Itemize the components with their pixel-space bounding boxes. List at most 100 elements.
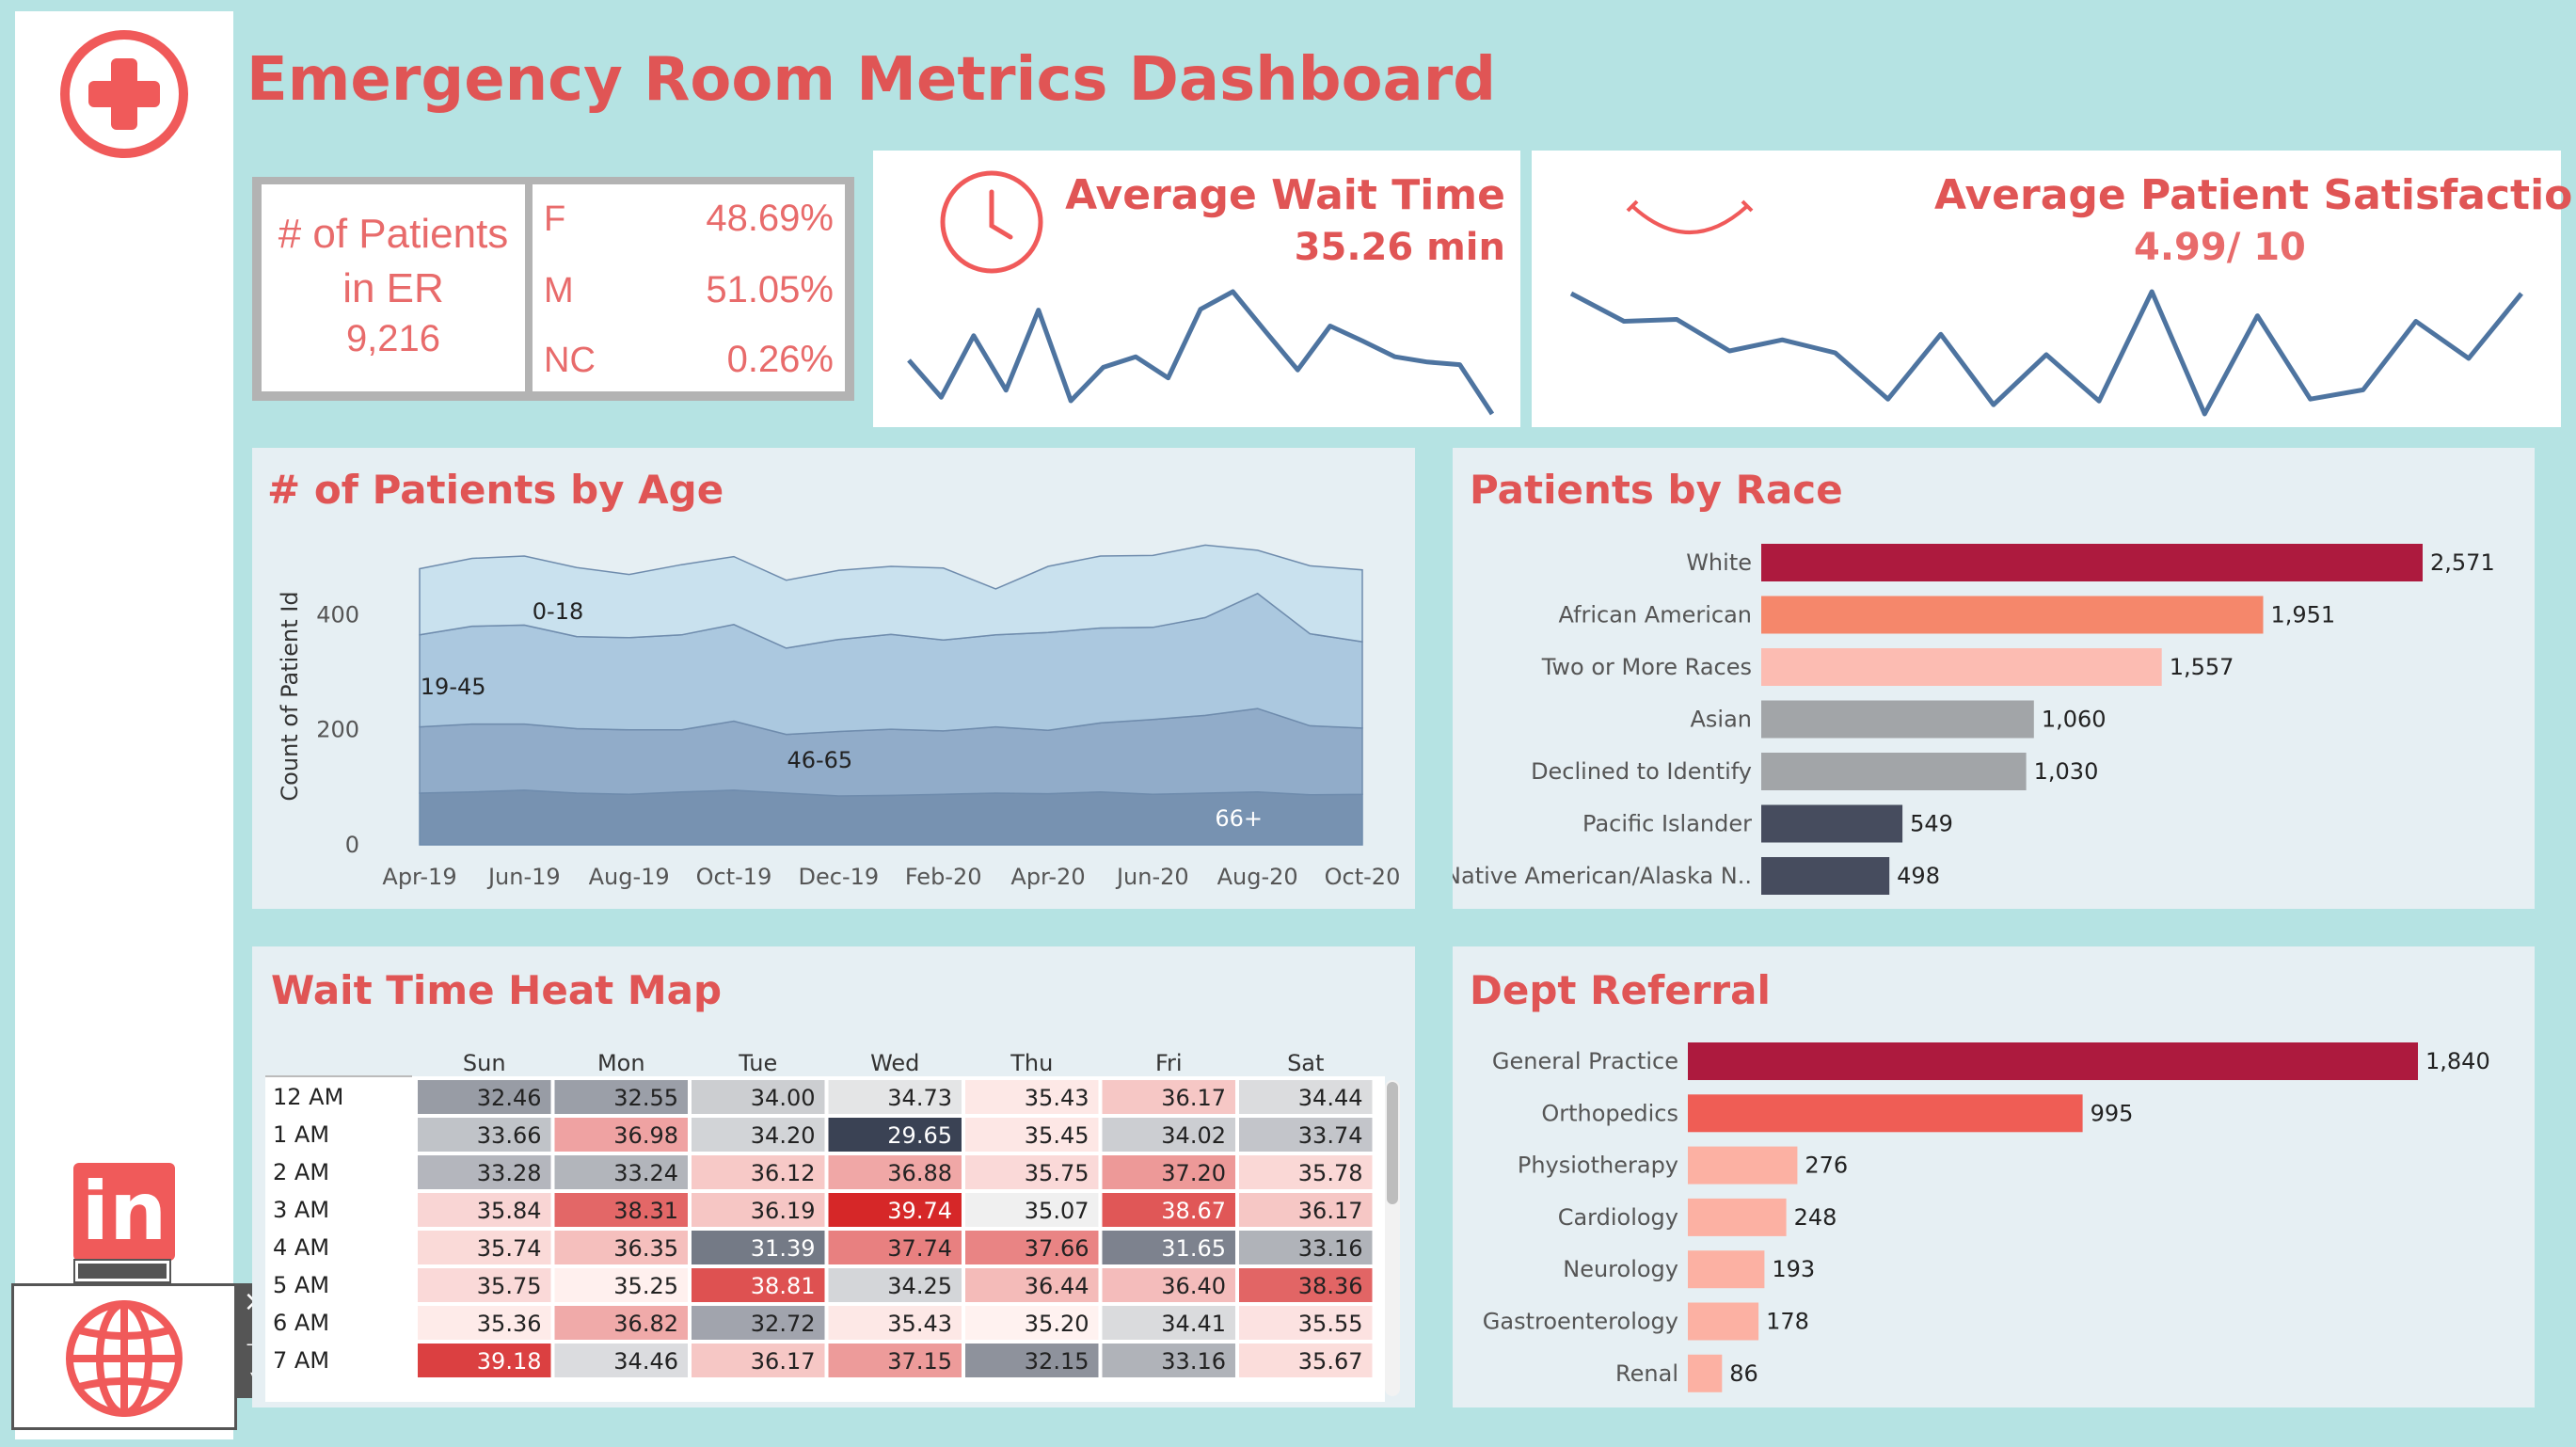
- age-x-tick: Apr-20: [1010, 864, 1085, 890]
- heatmap-cell: [965, 1231, 1099, 1264]
- heatmap-cell-value: 39.74: [887, 1198, 952, 1224]
- age-x-tick: Dec-19: [799, 864, 880, 890]
- heatmap-cell: [965, 1155, 1099, 1189]
- heatmap-cell: [965, 1306, 1099, 1340]
- heatmap-cell: [965, 1193, 1099, 1227]
- heatmap-cell-value: 33.74: [1298, 1122, 1363, 1149]
- wait-time-line: [907, 289, 1495, 416]
- race-category-label: Native American/Alaska N..: [1453, 863, 1752, 889]
- heatmap-cell: [1239, 1118, 1373, 1152]
- heatmap-cell-value: 36.44: [1025, 1273, 1089, 1299]
- heatmap-cell: [965, 1118, 1099, 1152]
- race-value-label: 1,060: [2042, 707, 2107, 733]
- heatmap-scrollbar-thumb[interactable]: [1387, 1082, 1398, 1204]
- smile-icon: [1626, 199, 1754, 234]
- heatmap-row-header: 5 AM: [273, 1272, 329, 1298]
- dept-category-label: Gastroenterology: [1483, 1309, 1678, 1335]
- heatmap-title: Wait Time Heat Map: [271, 967, 723, 1013]
- heatmap-cell-value: 31.39: [751, 1235, 816, 1262]
- age-area-label: 0-18: [533, 598, 583, 625]
- heatmap-cell-value: 36.82: [613, 1311, 678, 1337]
- globe-icon[interactable]: [62, 1296, 186, 1421]
- heatmap-cell-value: 36.17: [1161, 1085, 1226, 1111]
- dept-chart-title: Dept Referral: [1470, 967, 1771, 1013]
- heatmap-cell: [692, 1155, 825, 1189]
- dept-category-label: Renal: [1615, 1360, 1678, 1387]
- race-bar: [1761, 857, 1890, 895]
- gender-code-m: M: [544, 271, 574, 310]
- heatmap-cell-value: 33.28: [477, 1160, 542, 1186]
- heatmap-cell-value: 35.07: [1025, 1198, 1089, 1224]
- heatmap-cell-value: 36.17: [1298, 1198, 1363, 1224]
- heatmap-cell: [828, 1080, 962, 1114]
- heatmap-row-header: 4 AM: [273, 1234, 329, 1261]
- heatmap-cell-value: 33.24: [613, 1160, 678, 1186]
- patients-total-box: # of Patients in ER 9,216: [262, 184, 525, 391]
- heatmap-cell: [1102, 1193, 1235, 1227]
- heatmap-cell-value: 35.78: [1298, 1160, 1363, 1186]
- heatmap-cell-value: 38.31: [613, 1198, 678, 1224]
- patients-label-line2: in ER: [342, 265, 444, 311]
- heatmap-cell-value: 36.88: [887, 1160, 952, 1186]
- heatmap-cell-value: 35.43: [887, 1311, 952, 1337]
- heatmap-cell-value: 35.55: [1298, 1311, 1363, 1337]
- heatmap-cell: [692, 1193, 825, 1227]
- heatmap-cell-value: 34.20: [751, 1122, 816, 1149]
- race-bar: [1761, 804, 1903, 843]
- age-x-tick: Aug-20: [1217, 864, 1298, 890]
- heatmap-cell: [692, 1118, 825, 1152]
- heatmap-cell: [418, 1080, 551, 1114]
- heatmap-cell: [1102, 1344, 1235, 1377]
- heatmap-cell-value: 35.20: [1025, 1311, 1089, 1337]
- heatmap-column-header: Wed: [870, 1050, 919, 1076]
- age-x-tick: Jun-20: [1115, 864, 1189, 890]
- dept-value-label: 1,840: [2425, 1048, 2490, 1074]
- age-y-axis-label: Count of Patient Id: [277, 591, 303, 801]
- heatmap-cell-value: 37.74: [887, 1235, 952, 1262]
- dept-value-label: 276: [1805, 1153, 1848, 1179]
- gender-code-f: F: [544, 199, 566, 239]
- heatmap-cell-value: 38.36: [1298, 1273, 1363, 1299]
- satisfaction-line: [1569, 289, 2523, 417]
- race-bar: [1761, 596, 2264, 634]
- heatmap-cell: [965, 1344, 1099, 1377]
- heatmap-cell-value: 38.67: [1161, 1198, 1226, 1224]
- heatmap-cell-value: 35.25: [613, 1273, 678, 1299]
- age-y-tick: 400: [316, 601, 359, 628]
- heatmap-cell-value: 33.16: [1298, 1235, 1363, 1262]
- heatmap-cell: [828, 1344, 962, 1377]
- dept-value-label: 995: [2091, 1100, 2134, 1126]
- heatmap-column-header: Tue: [738, 1050, 777, 1076]
- gender-code-nc: NC: [544, 341, 596, 380]
- heatmap-cell: [554, 1118, 688, 1152]
- heatmap-cell-value: 35.74: [477, 1235, 542, 1262]
- gender-breakdown: F 48.69% M 51.05% NC 0.26%: [533, 184, 845, 391]
- heatmap-cell: [1102, 1268, 1235, 1302]
- linkedin-stand: [73, 1259, 171, 1283]
- heatmap-cell-value: 33.16: [1161, 1348, 1226, 1375]
- heatmap-cell: [1102, 1080, 1235, 1114]
- heatmap-cell: [1239, 1268, 1373, 1302]
- age-area-label: 66+: [1215, 805, 1263, 832]
- heatmap-cell: [1239, 1231, 1373, 1264]
- heatmap-cell-value: 34.02: [1161, 1122, 1226, 1149]
- heatmap-column-header: Sat: [1287, 1050, 1324, 1076]
- heatmap-cell: [828, 1306, 962, 1340]
- heatmap-cell: [1102, 1231, 1235, 1264]
- race-value-label: 549: [1910, 811, 1953, 837]
- heatmap-cell: [554, 1193, 688, 1227]
- linkedin-icon[interactable]: in: [73, 1163, 175, 1261]
- race-category-label: Declined to Identify: [1531, 758, 1752, 785]
- gender-pct-nc: 0.26%: [726, 339, 834, 380]
- race-category-label: Two or More Races: [1541, 654, 1752, 680]
- race-value-label: 1,951: [2270, 602, 2335, 628]
- race-bar: [1761, 700, 2034, 739]
- dept-category-label: Cardiology: [1558, 1204, 1678, 1231]
- age-area-0-18: [419, 544, 1363, 649]
- heatmap-row-header: 6 AM: [273, 1310, 329, 1336]
- dept-value-label: 193: [1772, 1256, 1815, 1282]
- heatmap-cell-value: 33.66: [477, 1122, 542, 1149]
- dept-bar: [1688, 1042, 2418, 1080]
- heatmap-cell-value: 32.15: [1025, 1348, 1089, 1375]
- heatmap-cell-value: 29.65: [887, 1122, 952, 1149]
